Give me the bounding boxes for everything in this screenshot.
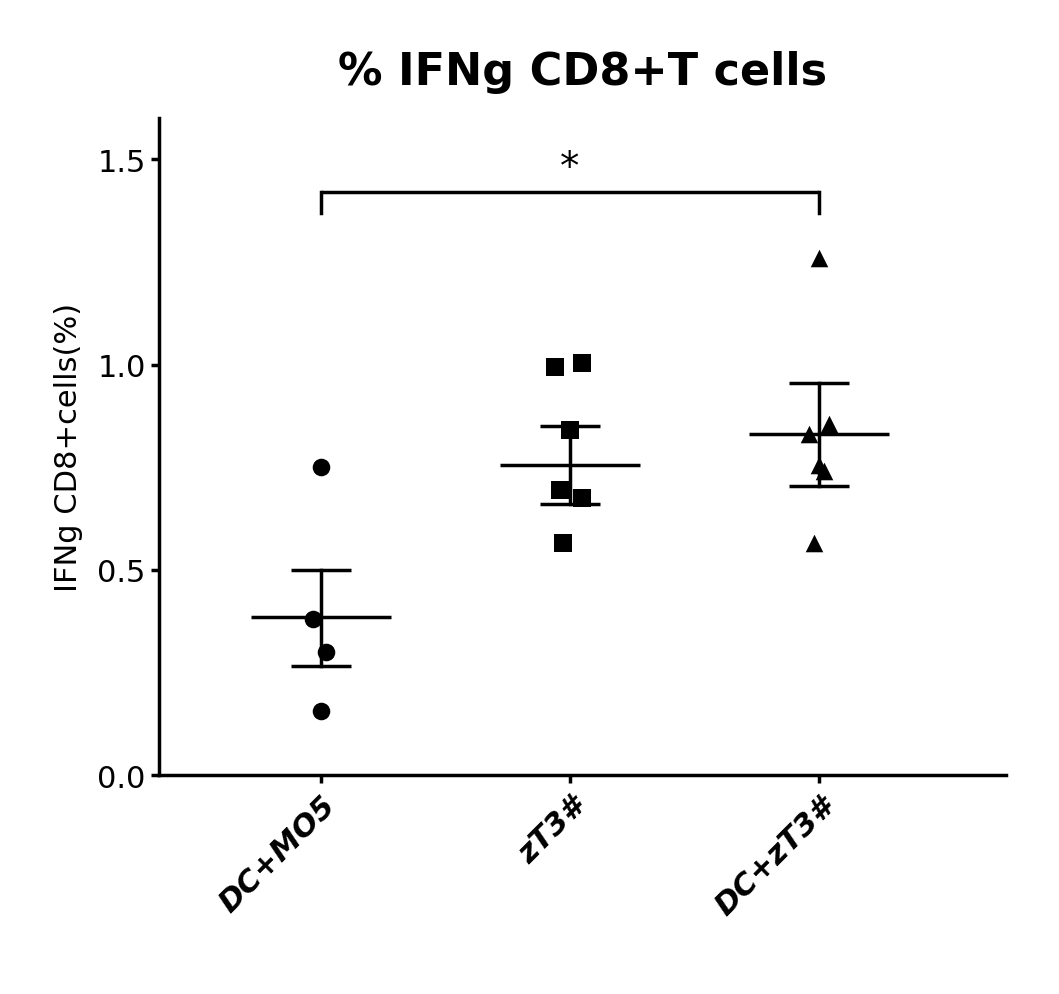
Point [821,416,838,432]
Point [552,482,569,498]
Point [318,644,335,660]
Point [574,355,591,371]
Point [546,360,563,376]
Y-axis label: IFNg CD8+cells(%): IFNg CD8+cells(%) [54,303,84,591]
Point [305,611,322,627]
Point [811,458,828,474]
Point [815,464,832,480]
Point [806,536,823,552]
Text: *: * [560,149,579,187]
Point [312,704,329,720]
Point [554,536,571,552]
Point [811,250,828,266]
Point [801,427,818,443]
Point [312,460,329,476]
Title: % IFNg CD8+T cells: % IFNg CD8+T cells [338,51,827,93]
Point [574,491,591,507]
Point [561,423,578,439]
